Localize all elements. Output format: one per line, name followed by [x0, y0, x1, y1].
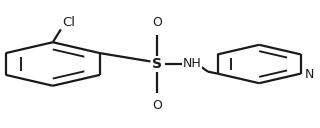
Text: O: O	[152, 16, 162, 29]
Text: Cl: Cl	[62, 16, 76, 29]
Text: O: O	[152, 99, 162, 112]
Text: N: N	[305, 68, 314, 81]
Text: NH: NH	[183, 57, 201, 70]
Text: S: S	[152, 57, 162, 71]
